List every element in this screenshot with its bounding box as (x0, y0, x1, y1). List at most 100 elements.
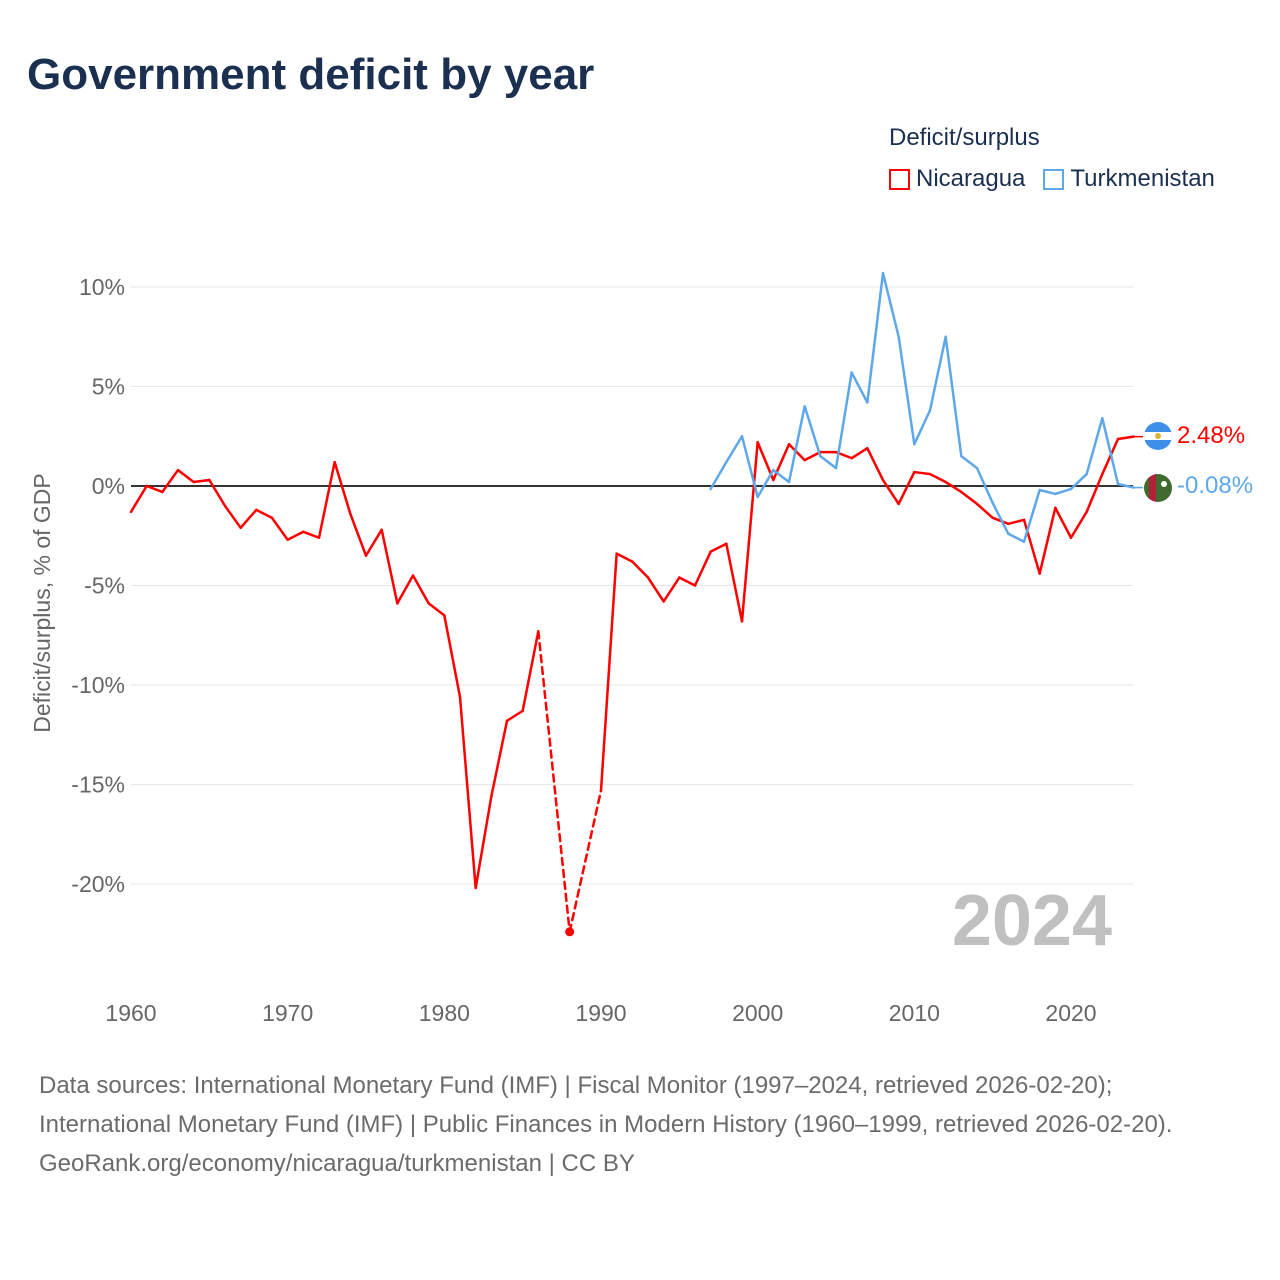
nicaragua-segment (960, 490, 979, 506)
nicaragua-segment (458, 695, 477, 890)
nicaragua-segment (474, 795, 493, 890)
nicaragua-segment (192, 478, 211, 484)
nicaragua-segment (255, 508, 274, 520)
nicaragua-segment (568, 789, 603, 934)
legend: Nicaragua Turkmenistan (889, 165, 1215, 193)
nicaragua-segment (709, 542, 728, 553)
turkmenistan-flag-icon (1144, 474, 1172, 502)
y-tick-label: 10% (79, 274, 125, 300)
nicaragua-segment (787, 442, 806, 462)
x-tick-label: 1990 (575, 1000, 626, 1026)
y-tick-label: 5% (92, 374, 125, 400)
nicaragua-segment (1038, 506, 1057, 575)
nicaragua-segment (129, 484, 148, 514)
turkmenistan-segment (756, 468, 775, 499)
y-tick-label: -5% (84, 573, 125, 599)
nicaragua-segment (1022, 518, 1041, 575)
x-tick-label: 2010 (889, 1000, 940, 1026)
legend-label: Turkmenistan (1070, 165, 1215, 192)
nicaragua-segment (913, 470, 932, 476)
nicaragua-segment (975, 502, 994, 520)
nicaragua-segment (161, 468, 180, 494)
turkmenistan-segment (944, 335, 963, 458)
data-sources: Data sources: International Monetary Fun… (39, 1072, 1173, 1138)
turkmenistan-segment (803, 405, 822, 458)
line-chart: 10% 5% 0% -5% -10% -15% -20% 1960 1970 1980 1990 20… (29, 271, 1253, 1026)
nicaragua-flag-icon (1144, 422, 1172, 450)
nicaragua-segment (866, 446, 885, 482)
nicaragua-segment (396, 574, 415, 605)
x-tick-label: 2020 (1045, 1000, 1096, 1026)
legend-swatch (889, 168, 910, 190)
nicaragua-segment (850, 446, 869, 460)
y-axis-label: Deficit/surplus, % of GDP (29, 473, 55, 732)
nicaragua-segment (693, 550, 712, 587)
nicaragua-segment (881, 478, 900, 506)
nicaragua-segment (1054, 506, 1073, 539)
turkmenistan-segment (834, 371, 853, 470)
year-watermark: 2024 (952, 881, 1112, 961)
turkmenistan-segment (960, 454, 979, 470)
nicaragua-segment (270, 516, 289, 541)
nicaragua-segment (223, 504, 242, 530)
turkmenistan-segment (1038, 488, 1057, 496)
nicaragua-segment (490, 719, 509, 798)
y-tick-label: -10% (71, 672, 125, 698)
turkmenistan-segment (772, 468, 791, 484)
legend-label: Nicaragua (916, 165, 1026, 192)
footer: Data sources: International Monetary Fun… (39, 1066, 1239, 1183)
legend-swatch (1043, 168, 1065, 190)
y-tick-label: 0% (92, 473, 125, 499)
nicaragua-segment (537, 630, 571, 934)
x-tick-label: 1980 (419, 1000, 470, 1026)
turkmenistan-segment (1022, 488, 1041, 543)
turkmenistan-segment (913, 409, 932, 446)
nicaragua-segment (302, 530, 321, 539)
nicaragua-segment (1085, 472, 1104, 514)
nicaragua-end-label: 2.48% (1177, 422, 1245, 449)
chart-title: Government deficit by year (27, 50, 595, 99)
nicaragua-segment (646, 576, 665, 603)
turkmenistan-segment (1054, 487, 1073, 496)
nicaragua-segment (505, 709, 524, 723)
turkmenistan-segment (991, 501, 1010, 536)
nicaragua-segment (678, 576, 697, 587)
x-tick-label: 2000 (732, 1000, 783, 1026)
nicaragua-segment (349, 512, 368, 557)
turkmenistan-segment (1069, 472, 1088, 491)
nicaragua-point (565, 927, 575, 937)
turkmenistan-end-label: -0.08% (1177, 472, 1253, 499)
y-tick-label: -20% (71, 871, 125, 897)
source-link[interactable]: GeoRank.org/economy/nicaragua/turkmenist… (39, 1150, 635, 1177)
turkmenistan-segment (725, 435, 744, 464)
nicaragua-segment (631, 560, 650, 579)
nicaragua-segment (427, 602, 446, 617)
turkmenistan-segment (928, 335, 947, 412)
legend-item-nicaragua[interactable]: Nicaragua (889, 165, 1025, 193)
nicaragua-segment (897, 470, 916, 506)
nicaragua-segment (333, 460, 352, 516)
nicaragua-segment (662, 576, 681, 603)
turkmenistan-segment (819, 454, 838, 470)
nicaragua-segment (380, 528, 399, 605)
turkmenistan-segment (1101, 417, 1120, 486)
nicaragua-segment (317, 460, 336, 539)
nicaragua-segment (145, 484, 164, 494)
turkmenistan-segment (866, 271, 885, 404)
legend-item-turkmenistan[interactable]: Turkmenistan (1043, 165, 1215, 193)
nicaragua-segment (208, 478, 227, 508)
nicaragua-segment (1007, 518, 1026, 526)
turkmenistan-segment (1085, 417, 1104, 476)
nicaragua-segment (239, 508, 258, 530)
nicaragua-segment (443, 614, 462, 699)
nicaragua-segment (944, 480, 963, 494)
turkmenistan-segment (897, 335, 916, 446)
nicaragua-segment (740, 440, 759, 623)
nicaragua-segment (1069, 510, 1088, 539)
turkmenistan-segment (709, 460, 728, 491)
turkmenistan-segment (1116, 482, 1135, 489)
turkmenistan-segment (740, 435, 759, 499)
nicaragua-segment (411, 574, 430, 605)
turkmenistan-segment (975, 466, 994, 505)
turkmenistan-segment (787, 405, 806, 484)
